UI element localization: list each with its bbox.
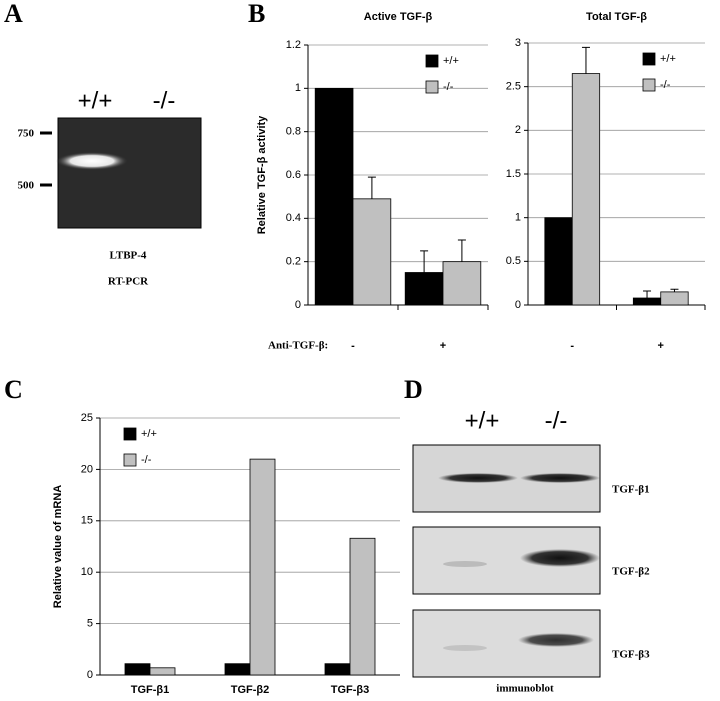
legend-label: -/- (443, 81, 454, 93)
y-tick-label: 5 (87, 618, 93, 630)
bar (349, 537, 376, 676)
legend-swatch (123, 453, 137, 467)
legend-label: +/+ (141, 428, 157, 440)
y-tick-label: 1.5 (506, 168, 521, 180)
legend-swatch (425, 54, 439, 68)
gel (57, 117, 202, 229)
y-tick-label: 1 (515, 212, 521, 224)
panel-letter: C (4, 375, 23, 404)
bar (404, 272, 444, 306)
y-tick-label: 1.2 (286, 39, 301, 51)
y-tick-label: 15 (81, 515, 93, 527)
x-tick-label: TGF-β1 (131, 684, 170, 696)
y-tick-label: 0 (515, 299, 521, 311)
bar (571, 73, 601, 306)
x-axis-label: Anti-TGF-β: (268, 340, 328, 352)
blot-label: TGF-β1 (612, 484, 650, 496)
bar (544, 217, 573, 306)
y-tick-label: 0.2 (286, 256, 301, 268)
panel-letter: D (404, 375, 423, 404)
x-tick-label: + (658, 340, 664, 352)
blot-band (520, 473, 600, 483)
lane-label: -/- (153, 87, 176, 114)
bar (249, 458, 276, 676)
error-bar (581, 46, 590, 74)
error-bar (367, 176, 376, 199)
y-tick-label: 0 (87, 669, 93, 681)
bar (442, 261, 482, 306)
blot-band (518, 633, 594, 647)
y-axis-label: Relative value of mRNA (52, 485, 64, 609)
y-tick-label: 3 (515, 37, 521, 49)
caption: RT-PCR (108, 276, 149, 288)
y-tick-label: 25 (81, 412, 93, 424)
marker-label: 750 (18, 128, 35, 140)
y-tick-label: 0.4 (286, 212, 301, 224)
blot-label: TGF-β3 (612, 649, 650, 661)
lane-label: +/+ (78, 87, 113, 114)
bar (324, 663, 351, 676)
legend-swatch (123, 427, 137, 441)
blot-label: TGF-β2 (612, 566, 650, 578)
bar (660, 291, 689, 306)
blot-band (438, 473, 518, 483)
bar (352, 198, 392, 306)
error-bar (670, 288, 679, 292)
y-tick-label: 0 (295, 299, 301, 311)
blot-band (443, 561, 487, 567)
bar (314, 87, 354, 306)
bar (149, 667, 176, 676)
legend-swatch (425, 80, 439, 94)
legend-label: -/- (660, 79, 671, 91)
y-tick-label: 2 (515, 124, 521, 136)
legend-swatch (642, 78, 656, 92)
error-bar (420, 250, 429, 273)
legend-swatch (642, 52, 656, 66)
x-tick-label: + (440, 340, 446, 352)
y-tick-label: 1 (295, 82, 301, 94)
blot-band (520, 549, 600, 567)
gel-band (56, 152, 128, 170)
error-bar (643, 290, 652, 299)
panel-letter: A (4, 0, 23, 28)
chart-title: Total TGF-β (586, 11, 647, 23)
y-tick-label: 0.6 (286, 169, 301, 181)
y-axis-label: Relative TGF-β activity (256, 115, 268, 234)
panel-letter: B (248, 0, 265, 28)
y-tick-label: 10 (81, 566, 93, 578)
marker-label: 500 (18, 180, 35, 192)
blot-band (443, 645, 487, 651)
bar (224, 663, 251, 676)
y-tick-label: 20 (81, 463, 93, 475)
chart-title: Active TGF-β (364, 11, 433, 23)
lane-label: +/+ (465, 407, 500, 434)
lane-label: -/- (545, 407, 568, 434)
x-tick-label: - (570, 340, 574, 352)
x-tick-label: TGF-β3 (331, 684, 370, 696)
y-tick-label: 0.8 (286, 126, 301, 138)
bar (632, 297, 662, 306)
caption: LTBP-4 (110, 250, 147, 262)
legend-label: -/- (141, 454, 152, 466)
x-tick-label: TGF-β2 (231, 684, 270, 696)
error-bar (457, 239, 466, 262)
y-tick-label: 0.5 (506, 255, 521, 267)
bar (124, 663, 151, 676)
legend-label: +/+ (660, 53, 676, 65)
caption: immunoblot (496, 683, 554, 695)
legend-label: +/+ (443, 55, 459, 67)
y-tick-label: 2.5 (506, 81, 521, 93)
x-tick-label: - (351, 340, 355, 352)
